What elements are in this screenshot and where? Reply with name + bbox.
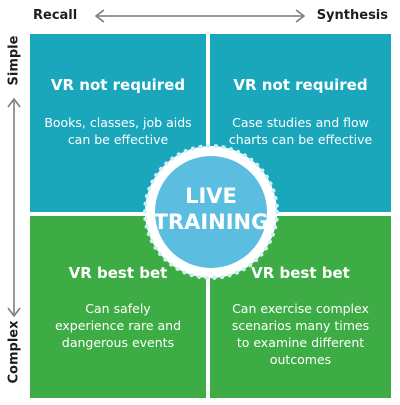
center-label-line2: TRAINING	[153, 210, 269, 234]
center-label-line1: LIVE	[185, 184, 237, 208]
quadrant-title: VR not required	[50, 76, 186, 94]
quadrant-bottom-right: VR best bet Can exercise complex scenari…	[210, 216, 391, 398]
quadrant-body: Books, classes, job aids can be effectiv…	[44, 115, 192, 147]
vertical-double-arrow	[7, 97, 21, 318]
quadrant-title: VR best bet	[251, 264, 350, 282]
center-label: LIVE TRAINING	[146, 183, 276, 235]
quadrant-body: Can safely experience rare and dangerous…	[54, 301, 182, 350]
quadrant-title: VR not required	[233, 76, 368, 94]
horizontal-double-arrow	[94, 9, 306, 23]
center-circle	[155, 156, 267, 268]
axis-label-recall: Recall	[33, 8, 78, 23]
quadrant-body: Case studies and flow charts can be effe…	[228, 115, 373, 147]
axis-label-synthesis: Synthesis	[316, 8, 388, 23]
quadrant-title: VR best bet	[68, 264, 168, 282]
quadrant-body: Can exercise complex scenarios many time…	[231, 301, 370, 367]
